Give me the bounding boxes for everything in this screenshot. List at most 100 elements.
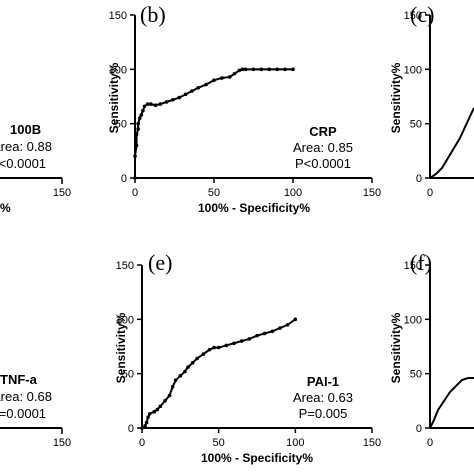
panel-a-annotation-name: 100B [10,122,41,137]
panel-f-yticks: 0 50 100 150 [404,260,430,435]
y-tick-label: 0 [416,423,422,435]
panel-f-ylabel: Sensitivity% [389,312,403,383]
y-tick-label: 100 [109,64,127,76]
x-tick-label: 0 [139,437,145,449]
x-tick-label: 50 [208,187,220,199]
roc-point [190,361,195,365]
panel-b-xticks: 0 50 100 150 [132,178,381,199]
roc-point [134,132,139,137]
roc-point [133,176,137,180]
roc-point [270,329,275,334]
roc-point [283,67,287,72]
panel-a-xlabel-fragment: % [0,201,11,215]
roc-point [237,68,242,73]
roc-point [145,102,150,106]
y-tick-label: 0 [121,173,127,185]
roc-point [136,127,140,131]
y-tick-label: 150 [109,10,127,22]
roc-point [134,143,139,148]
roc-point [147,412,152,416]
roc-point [239,339,244,343]
x-tick-label: 100 [284,187,302,199]
panel-c-ylabel: Sensitivity% [389,62,403,133]
roc-point [164,100,169,104]
x-tick-label: 150 [363,187,381,199]
y-tick-label: 100 [116,314,134,326]
y-tick-label: 100 [404,64,422,76]
roc-point [137,116,142,121]
roc-point [285,322,290,327]
roc-point [144,420,149,425]
roc-point [224,343,229,348]
y-tick-label: 50 [115,119,127,131]
panel-d-annotation-name: TNF-a [0,372,38,387]
panel-e-yticks: 0 50 100 150 [116,260,142,435]
roc-point [228,75,232,79]
panel-a-annotation-area: Area: 0.88 [0,139,52,154]
roc-point [170,384,175,389]
y-tick-label: 150 [116,260,134,272]
roc-point [275,67,280,72]
roc-point [158,404,163,409]
roc-point [177,95,182,100]
roc-point [204,82,208,87]
roc-point [207,347,212,352]
panel-d-annotation-p: P=0.0001 [0,406,46,421]
panel-e: (e) 0 50 100 150 0 50 100 150 Sensitivity% 100… [114,250,381,465]
roc-point [278,326,282,330]
roc-point [146,415,150,419]
panel-b-series [133,67,295,180]
panel-b-annotation-name: CRP [309,124,337,139]
roc-point [232,71,237,76]
roc-point [133,154,137,159]
roc-point [136,121,140,126]
roc-point [240,67,245,72]
roc-point [196,86,200,90]
panel-d-annotation-area: Area: 0.68 [0,389,52,404]
roc-curve [134,68,293,178]
panel-f-partial: (f) Sensitivity% 0 50 100 150 0 [389,250,474,449]
panel-b-ylabel: Sensitivity% [107,62,121,133]
roc-point [293,317,298,322]
roc-point [153,103,158,107]
panel-e-xlabel: 100% - Specificity% [201,451,313,465]
roc-point [291,67,295,72]
roc-point [255,333,259,338]
panel-b-yticks: 0 50 100 150 [109,10,135,185]
panel-d-xtick-label: 150 [53,437,71,449]
panel-e-xticks: 0 50 100 150 [139,428,381,449]
y-tick-label: 150 [404,10,422,22]
roc-point [232,341,236,346]
roc-point [158,102,163,106]
roc-point [142,104,147,109]
roc-point [171,97,175,102]
roc-point [178,374,183,378]
panel-c-yticks: 0 50 100 150 [404,10,430,185]
panel-e-annotation-area: Area: 0.63 [293,390,353,405]
panel-b-xlabel: 100% - Specificity% [198,201,310,215]
y-tick-label: 50 [410,369,422,381]
roc-point [186,365,190,369]
roc-point [212,78,216,82]
panel-a-partial: 150 100B Area: 0.88 P<0.0001 % [0,122,71,215]
roc-point [139,113,144,117]
roc-point [173,378,178,382]
panel-b: (b) 0 50 100 150 0 50 100 150 Sensitivity% 100… [107,2,381,215]
roc-point [183,369,187,374]
panel-d-partial: 150 TNF-a Area: 0.68 P=0.0001 [0,372,71,449]
panel-e-annotation-p: P=0.005 [299,406,348,421]
x-tick-label: 100 [286,437,304,449]
roc-point [143,424,147,428]
roc-point [247,337,252,341]
roc-point [243,67,248,72]
roc-point [267,67,272,72]
panel-a-annotation-p: P<0.0001 [0,156,46,171]
y-tick-label: 0 [128,423,134,435]
panel-e-series [140,317,298,430]
x-tick-label: 50 [213,437,225,449]
x-tick-label: 0 [132,187,138,199]
panel-e-ylabel: Sensitivity% [114,312,128,383]
panel-e-annotation-name: PAI-1 [307,374,339,389]
roc-point [216,345,221,350]
